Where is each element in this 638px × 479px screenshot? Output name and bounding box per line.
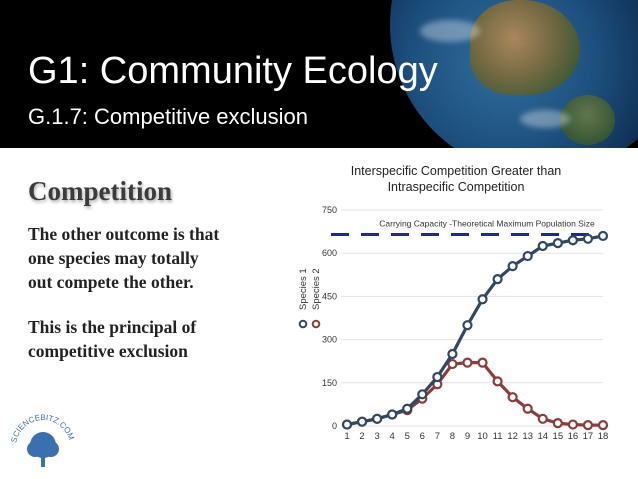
sciencebitz-logo: SCIENCEBITZ.COM [9,413,76,467]
earth-land [470,0,580,95]
x-tick-label: 18 [598,431,609,442]
data-point [356,416,368,427]
x-tick-label: 9 [465,431,470,442]
slide-title: G1: Community Ecology [28,50,438,92]
y-tick-label: 600 [322,248,337,258]
x-tick-label: 7 [435,431,440,442]
data-point [341,419,353,430]
data-point [522,250,533,262]
data-point [507,261,518,272]
data-point [417,389,428,400]
data-point [447,358,458,370]
earth-cloud [520,110,570,128]
data-point [537,240,548,252]
y-tick-label: 750 [322,205,337,215]
text-line: one species may totally [28,248,199,268]
data-point [492,376,503,387]
data-point [567,235,578,246]
chart-title: Interspecific Competition Greater than I… [322,163,590,195]
data-point [582,233,594,244]
text-line: competitive exclusion [28,341,188,361]
x-tick-label: 17 [583,431,594,442]
data-point [477,294,488,305]
data-point [522,403,533,414]
y-tick-label: 300 [322,335,337,345]
data-point [597,230,609,242]
earth-land [560,95,615,145]
section-heading: Competition [28,176,172,206]
x-tick-label: 2 [359,431,364,442]
x-tick-label: 13 [522,431,533,442]
paragraph-principle: This is the principal of competitive exc… [28,315,278,363]
data-point [552,418,563,429]
x-tick-label: 6 [420,431,425,442]
x-tick-label: 14 [537,431,548,442]
carrying-capacity-label: Carrying Capacity -Theoretical Maximum P… [379,218,595,228]
data-point [387,409,398,420]
x-tick-label: 3 [374,431,379,442]
data-point [432,371,443,383]
legend-label: Species 2 [311,268,322,310]
data-point [582,420,594,431]
slide-subtitle: G.1.7: Competitive exclusion [28,104,309,129]
earth-cloud [420,20,480,42]
y-tick-label: 450 [322,291,337,301]
paragraph-outcome: The other outcome is that one species ma… [28,222,278,294]
x-tick-label: 15 [553,431,564,442]
x-tick-label: 5 [405,431,410,442]
data-point [552,238,563,249]
x-tick-label: 8 [450,431,455,442]
header-banner: G1: Community Ecology G.1.7: Competitive… [0,0,638,148]
y-tick-label: 150 [322,378,337,388]
chart-title-line: Intraspecific Competition [387,180,525,194]
x-tick-label: 10 [477,431,488,442]
text-line: out compete the other. [28,272,194,292]
x-tick-label: 12 [507,431,518,442]
x-tick-label: 4 [390,431,395,442]
x-tick-label: 11 [493,431,503,442]
data-point [477,357,488,368]
text-line: The other outcome is that [28,224,220,244]
data-point [492,274,503,285]
legend-marker [298,319,308,329]
data-point [537,413,548,424]
text-line: This is the principal of [28,317,197,337]
data-point [462,320,473,331]
data-point [372,413,383,424]
x-tick-label: 16 [568,431,579,442]
data-point [402,403,413,414]
legend-label: Species 1 [298,268,309,310]
x-tick-label: 1 [344,431,349,442]
tree-icon [27,432,59,467]
data-point [597,420,609,431]
data-point [462,357,473,368]
legend-marker [311,319,321,329]
data-point [507,392,518,403]
data-point [567,419,578,430]
y-tick-label: 0 [332,421,337,431]
series-line-1 [346,234,604,427]
chart-title-line: Interspecific Competition Greater than [350,164,562,178]
data-point [447,348,458,360]
